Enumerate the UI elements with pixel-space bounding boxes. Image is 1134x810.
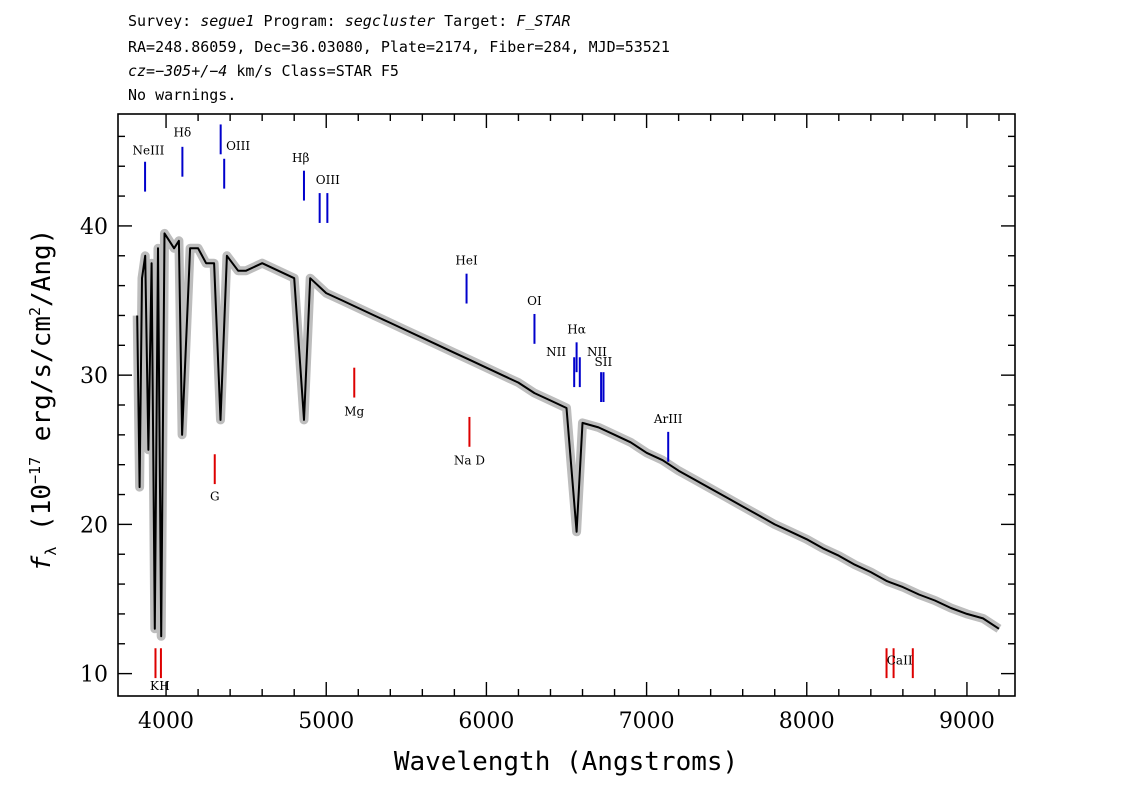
line-label: SII xyxy=(594,355,612,369)
spectral-lines xyxy=(144,124,914,679)
target-value: F_STAR xyxy=(516,12,571,30)
y-axis-title: fλ (10−17 erg/s/cm2/Ang) xyxy=(26,229,60,572)
line-label: Hδ xyxy=(174,125,192,139)
header-line-1: Survey: segue1 Program: segcluster Targe… xyxy=(128,12,571,30)
flux-series xyxy=(136,232,1000,638)
line-label: NII xyxy=(587,345,607,359)
y-tick-label: 40 xyxy=(80,215,108,240)
line-label: OI xyxy=(527,294,542,308)
x-tick-label: 7000 xyxy=(619,709,675,734)
line-label: OIII xyxy=(226,139,250,153)
line-label: H xyxy=(159,679,169,693)
cz-rest: km/s Class=STAR F5 xyxy=(227,62,399,80)
x-tick-label: 9000 xyxy=(939,709,995,734)
x-tick-label: 4000 xyxy=(138,709,194,734)
program-value: segcluster xyxy=(344,12,436,30)
header-line-3: cz=−305+/−4 km/s Class=STAR F5 xyxy=(128,62,399,80)
line-label: CaII xyxy=(887,654,913,668)
line-label: ArIII xyxy=(653,412,683,426)
line-label: HeI xyxy=(455,254,478,268)
line-label: Hβ xyxy=(292,151,309,165)
cz-value: −305+/−4 xyxy=(155,62,228,80)
target-label: Target: xyxy=(444,12,508,30)
x-tick-label: 8000 xyxy=(779,709,835,734)
line-label: G xyxy=(210,490,220,504)
y-tick-label: 20 xyxy=(80,513,108,538)
line-label: Na D xyxy=(454,454,485,468)
line-label: OIII xyxy=(316,173,340,187)
flux-line xyxy=(136,232,1000,638)
survey-label: Survey: xyxy=(128,12,192,30)
header-line-2: RA=248.86059, Dec=36.03080, Plate=2174, … xyxy=(128,38,670,56)
header-line-4: No warnings. xyxy=(128,86,237,104)
line-label: NeIII xyxy=(133,143,165,157)
line-label: Hα xyxy=(567,322,586,336)
y-tick-label: 10 xyxy=(80,663,108,688)
spectral-line-labels: NeIIIHδOIIIHβOIIIHeIOINIIHαNIISIIArIIIGM… xyxy=(133,125,913,693)
line-label: K xyxy=(150,679,160,693)
x-tick-label: 5000 xyxy=(298,709,354,734)
survey-value: segue1 xyxy=(200,12,255,30)
cz-label: cz= xyxy=(128,62,156,80)
axis-ticks: 4000 5000 6000 7000 8000 9000 10 20 30 40 xyxy=(80,114,1015,734)
x-axis-title: Wavelength (Angstroms) xyxy=(394,747,738,777)
line-label: NII xyxy=(546,345,566,359)
line-label: Mg xyxy=(344,404,364,418)
y-tick-label: 30 xyxy=(80,364,108,389)
program-label: Program: xyxy=(263,12,336,30)
x-tick-label: 6000 xyxy=(458,709,514,734)
